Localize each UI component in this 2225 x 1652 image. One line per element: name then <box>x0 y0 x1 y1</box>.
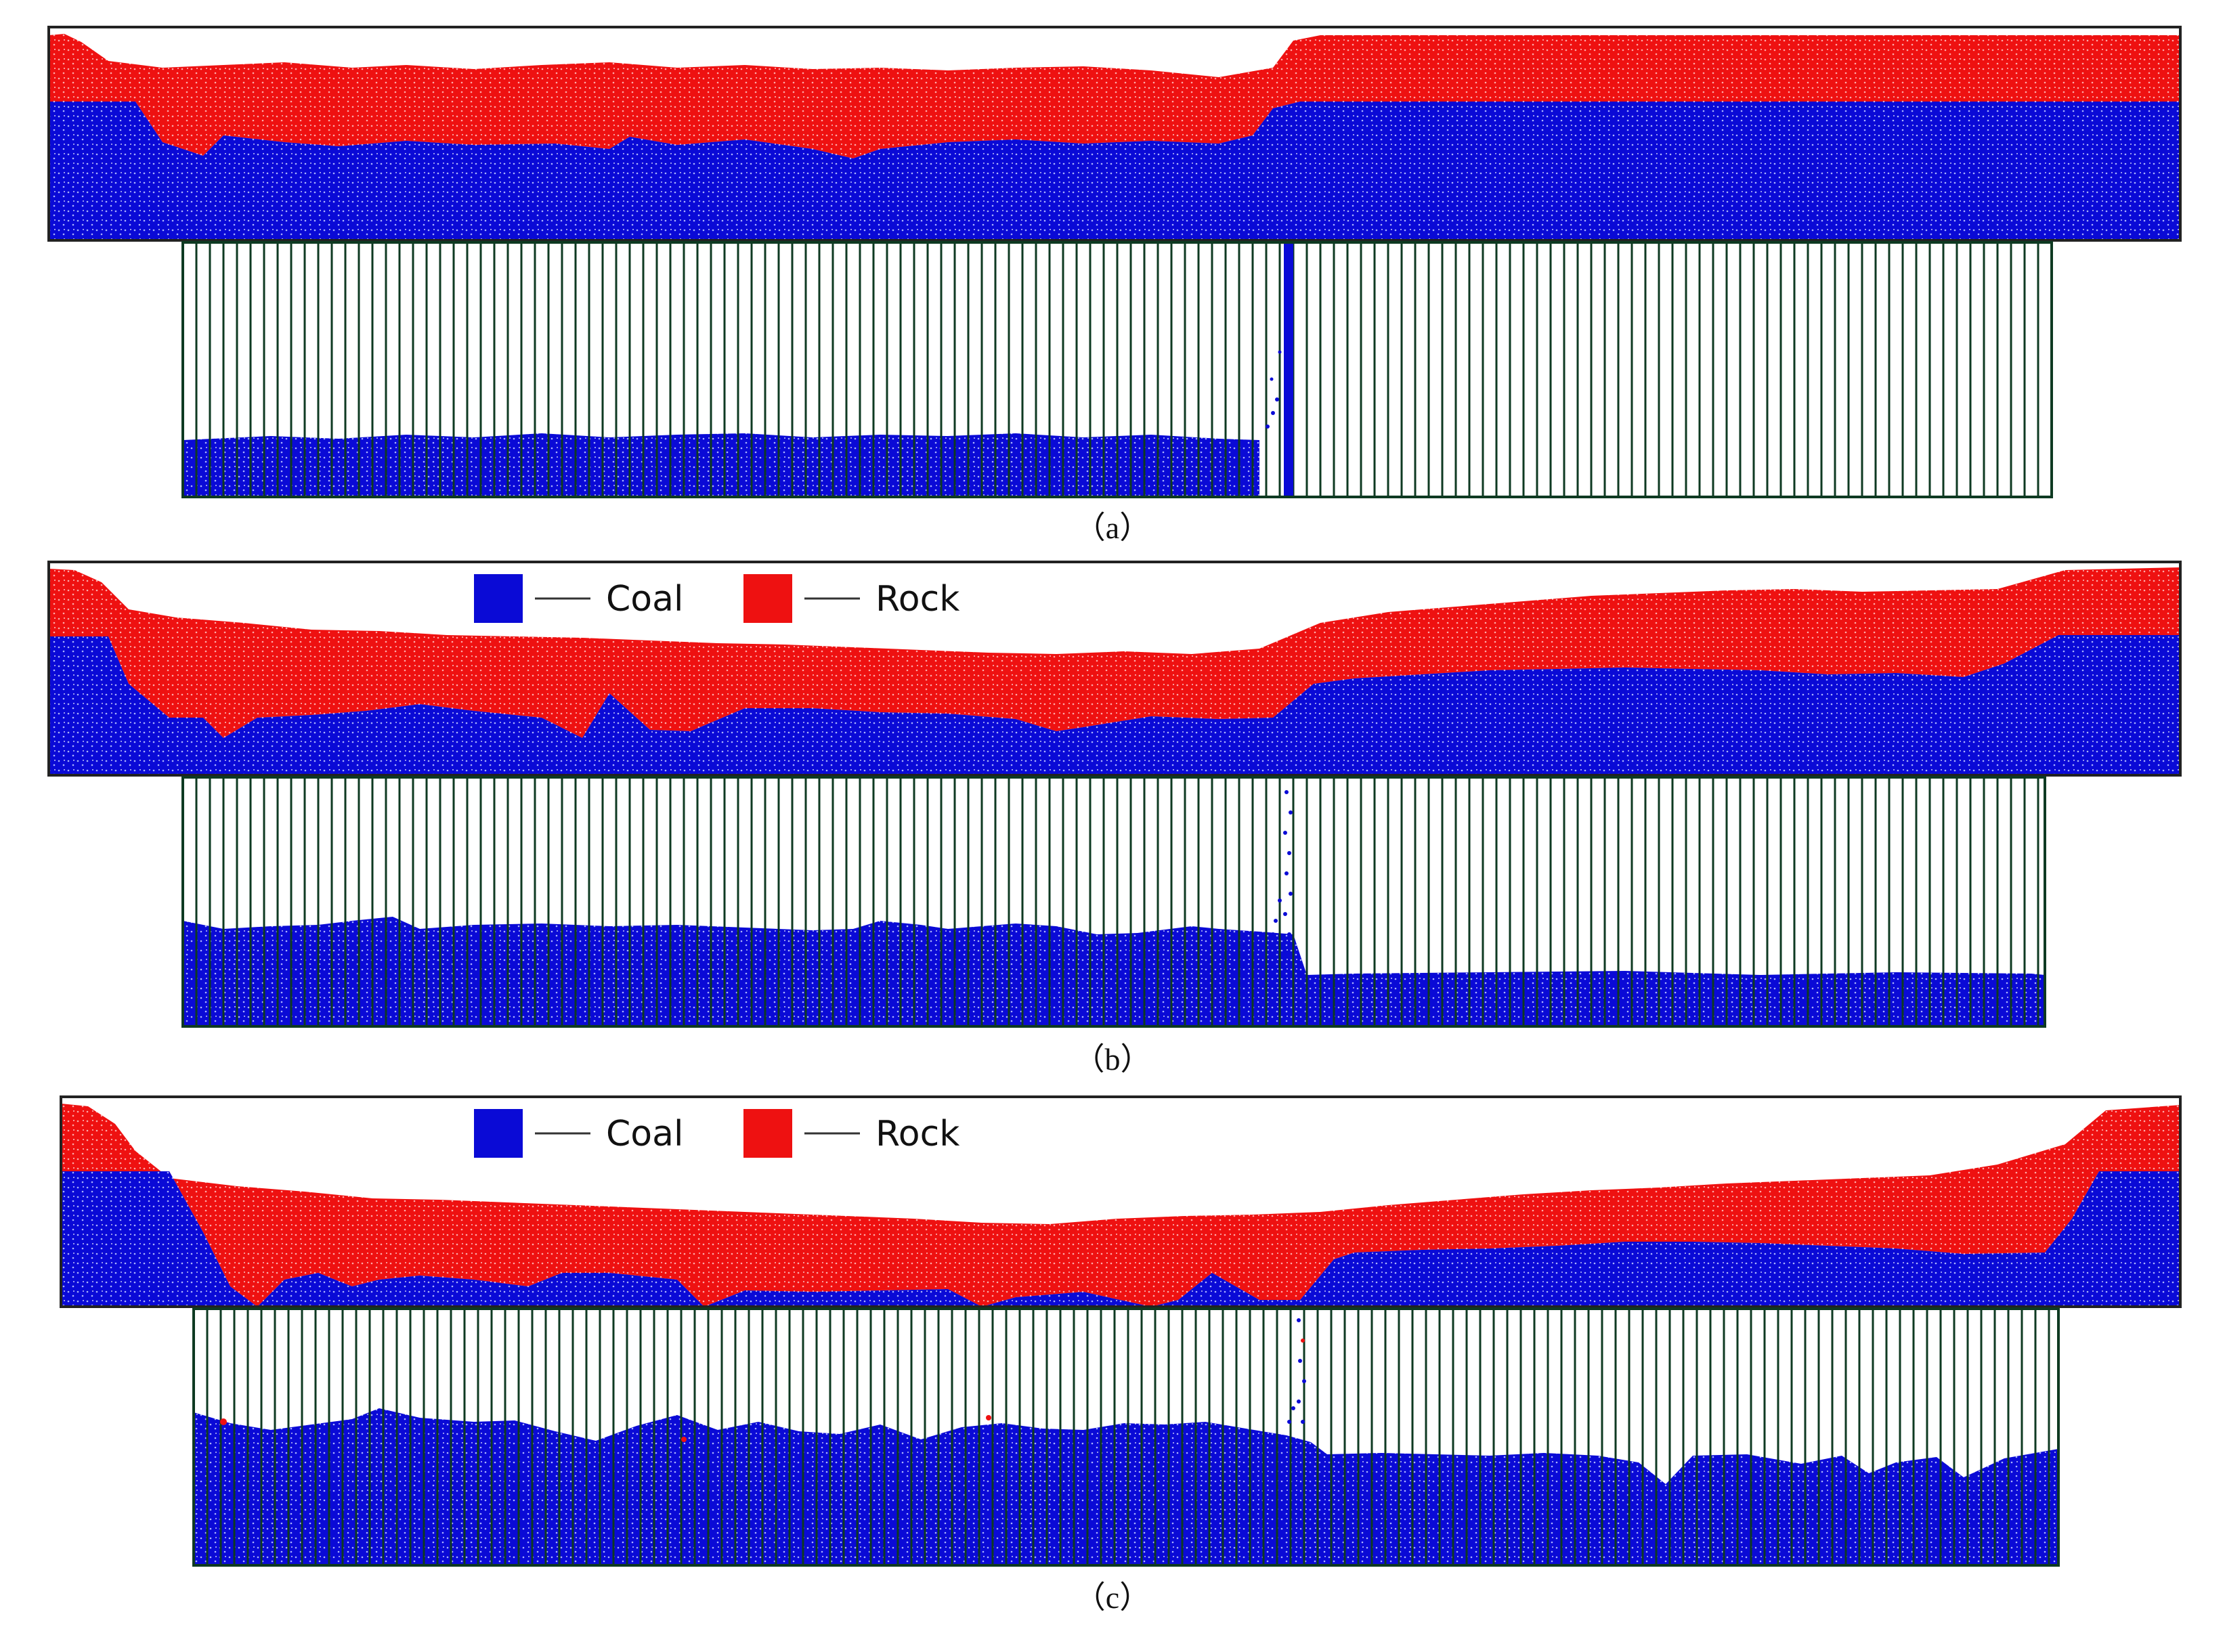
falling-particles-b <box>1271 790 1293 957</box>
legend-rock-swatch <box>743 1109 792 1158</box>
legend-coal-swatch <box>474 1109 523 1158</box>
caption-c: （c） <box>1075 1580 1150 1615</box>
window-frame-a <box>181 241 2053 498</box>
coal-layer-b <box>49 635 2180 775</box>
legend-rock-swatch <box>743 574 792 623</box>
window-frame-c <box>192 1307 2060 1567</box>
window-frame-b <box>181 776 2046 1028</box>
panel-a: （a） <box>47 26 2182 545</box>
panel-b: Coal Rock （b） <box>47 561 2182 1077</box>
caption-b: （b） <box>1074 1042 1152 1077</box>
falling-particles-c <box>220 1318 1306 1442</box>
falling-particles-a <box>1266 244 1293 497</box>
window-dividers-b <box>195 777 2039 1026</box>
collected-coal-a <box>183 433 1259 497</box>
rock-layer-c <box>61 1104 2180 1307</box>
coal-layer-c <box>61 1171 2180 1307</box>
window-dividers-a <box>195 242 2039 497</box>
legend-rock-label: Rock <box>876 579 959 620</box>
panel-c: Coal Rock （c） <box>60 1095 2182 1615</box>
legend-coal-label: Coal <box>606 1114 683 1154</box>
window-dividers-c <box>206 1309 2050 1565</box>
legend-coal-label: Coal <box>606 579 683 620</box>
legend-coal-swatch <box>474 574 523 623</box>
collected-coal-c <box>194 1408 2058 1565</box>
caption-a: （a） <box>1075 510 1150 545</box>
legend-rock-label: Rock <box>876 1114 959 1154</box>
collected-coal-b <box>183 917 2045 1026</box>
coal-layer-a <box>49 102 2180 240</box>
legend-c: Coal Rock <box>474 1109 959 1158</box>
legend-b: Coal Rock <box>474 574 959 623</box>
rock-layer-b <box>49 567 2180 738</box>
rock-layer-a <box>49 34 2180 158</box>
